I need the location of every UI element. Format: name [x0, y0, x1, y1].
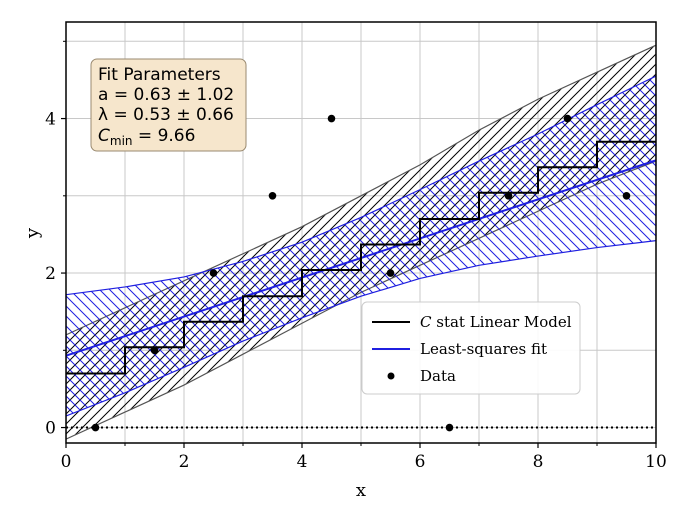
legend-label-cstat-symbol: C: [420, 313, 432, 331]
data-point: [386, 269, 395, 277]
x-tick-label: 0: [61, 452, 72, 472]
data-point: [327, 114, 336, 123]
data-point: [445, 423, 454, 432]
legend-label-cstat: C stat Linear Model: [420, 313, 572, 331]
fit-parameter-a: a = 0.63 ± 1.02: [98, 85, 234, 105]
legend-background: [361, 301, 581, 395]
x-axis-label: x: [356, 480, 366, 501]
cstat-step-line: [66, 140, 656, 375]
data-points: [91, 114, 631, 432]
fit-parameters-box-background: [90, 58, 247, 152]
fit-parameters-box: Fit Parameters a = 0.63 ± 1.02 λ = 0.53 …: [90, 58, 247, 152]
data-point: [91, 423, 100, 432]
data-point: [268, 192, 277, 200]
x-tick-label: 4: [297, 452, 308, 472]
y-axis-label: y: [22, 227, 43, 239]
cmin-symbol: C: [98, 126, 110, 146]
x-tick-label: 6: [415, 452, 426, 472]
data-point: [563, 114, 572, 123]
y-tick-label: 2: [45, 264, 56, 284]
data-point: [209, 269, 218, 277]
y-tick-label: 0: [45, 419, 56, 439]
legend-label-data: Data: [420, 367, 456, 385]
data-point: [504, 192, 513, 200]
fit-lines: [66, 140, 656, 429]
fit-parameters-heading: Fit Parameters: [98, 65, 221, 85]
x-tick-label: 8: [533, 452, 544, 472]
legend-label-cstat-text: stat Linear Model: [431, 313, 571, 331]
data-point: [150, 346, 159, 355]
data-point: [622, 192, 631, 200]
legend-label-least-squares: Least-squares fit: [420, 340, 547, 358]
cmin-value: = 9.66: [133, 126, 196, 146]
fit-parameter-cmin: Cmin = 9.66: [98, 126, 195, 148]
axis-ticks: 0 2 4 6 8 10 0 2 4: [45, 40, 667, 472]
x-tick-label: 10: [645, 452, 667, 472]
x-tick-label: 2: [179, 452, 190, 472]
legend: C stat Linear Model Least-squares fit Da…: [361, 301, 581, 395]
y-tick-label: 4: [45, 110, 56, 130]
fit-parameter-lambda: λ = 0.53 ± 0.66: [98, 105, 234, 125]
cmin-subscript: min: [110, 134, 133, 148]
legend-swatch-data: [387, 372, 395, 380]
